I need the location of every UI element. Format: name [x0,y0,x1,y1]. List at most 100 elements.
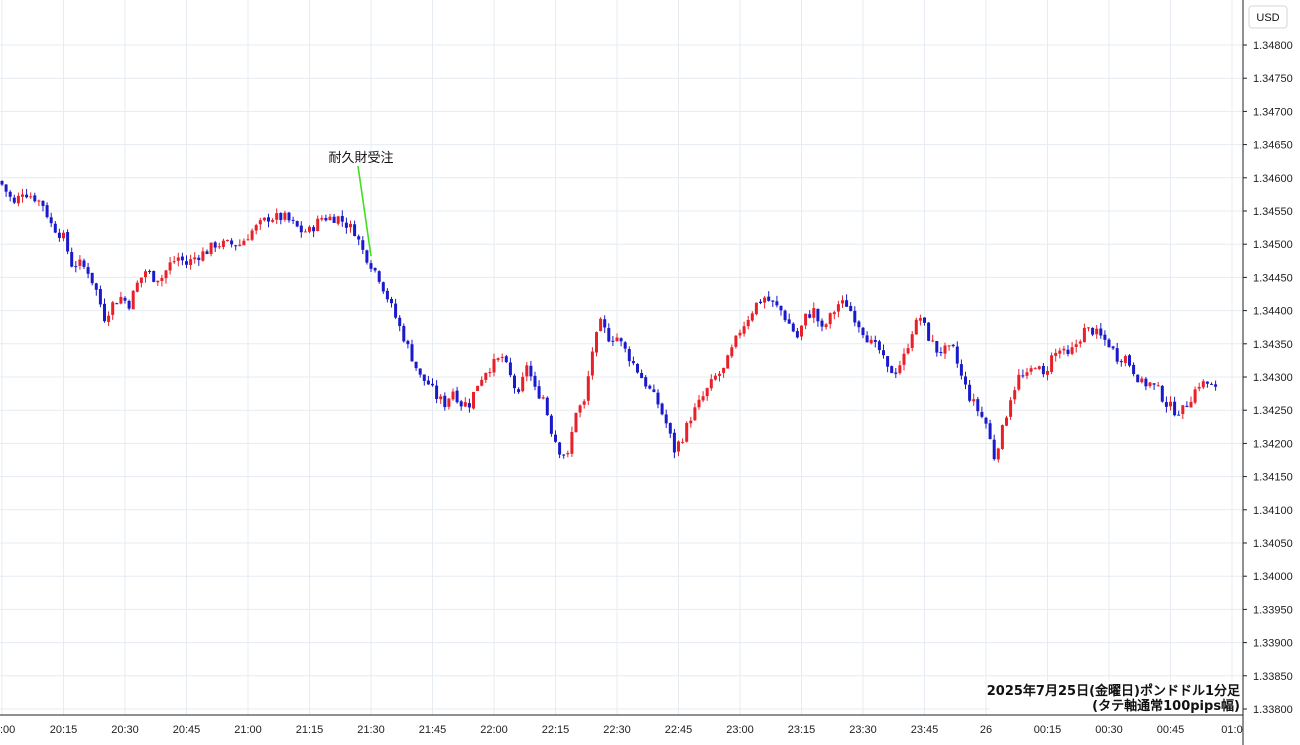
candle [21,188,24,203]
candle [1066,345,1070,357]
annotation-text: 耐久財受注 [328,151,393,166]
y-tick-label: 1.33950 [1253,604,1293,616]
candle [738,329,742,339]
x-tick-label: 21:45 [419,724,447,736]
candle-body [1169,401,1172,407]
candle-body [607,328,611,342]
candle [431,378,434,387]
candle [336,215,340,226]
candle [476,385,480,392]
candle [1148,381,1152,389]
candle-body [595,332,598,353]
candle-body [12,197,16,203]
candle-body [414,361,418,369]
candle [320,215,324,222]
candle-body [672,432,676,453]
candle-body [1214,384,1218,387]
candle [570,426,574,457]
candle-body [164,270,168,279]
y-tick-label: 1.34350 [1253,339,1293,351]
candle [148,269,152,274]
candle [258,217,262,230]
candle [910,331,914,352]
y-tick-label: 1.34600 [1253,173,1293,185]
candle [722,367,726,378]
x-tick-label: 21:15 [296,724,324,736]
candle [541,394,545,400]
candle [877,339,881,354]
candle-body [996,448,1000,460]
candle [1099,323,1103,339]
candle-body [377,271,381,282]
candle [1160,385,1164,403]
candle-body [37,200,41,202]
candle-body [869,339,873,344]
candle [783,309,787,323]
candle-body [1074,344,1078,347]
candle [1087,327,1090,332]
candle [759,299,762,305]
candle-body [402,325,406,342]
candle-body [631,361,635,364]
grid [0,0,1243,715]
candle [131,289,135,310]
candle [1123,354,1127,367]
candle-body [185,261,188,265]
candle-body [738,332,742,336]
candle-body [558,442,562,455]
candle-body [349,223,352,228]
candle [271,218,275,223]
candle-body [931,340,935,342]
candle [816,308,820,327]
candle-body [656,392,660,405]
candle [890,365,894,374]
candle [406,339,410,349]
candle-body [57,232,61,238]
candle-body [496,358,500,360]
candle-body [578,405,582,413]
candle-body [246,239,250,241]
candle [504,354,508,364]
candle-body [267,217,270,222]
x-tick-label: 23:45 [911,724,939,736]
candle-body [467,403,471,408]
candle [902,348,906,371]
candle [349,220,352,233]
x-tick-label: 23:15 [788,724,816,736]
candle-body [599,318,603,332]
candle-body [861,327,865,336]
candle [221,238,225,250]
candle [1119,359,1123,367]
candle-body [1013,390,1017,400]
y-tick-label: 1.34250 [1253,405,1293,417]
candle-body [94,283,98,290]
candle [119,291,123,305]
candle [267,213,270,228]
candle-body [1115,348,1119,362]
candle-body [435,385,439,400]
candle [1201,379,1205,390]
candle-body [447,398,451,407]
candle [554,430,557,443]
candle-body [660,403,664,415]
candle-body [1177,414,1181,416]
candle-body [1087,327,1090,329]
x-tick-label: 00:45 [1157,724,1185,736]
candle [160,274,164,287]
candle-body [390,298,393,304]
currency-button[interactable]: USD [1248,5,1288,29]
candle-body [357,236,361,240]
candle [1005,415,1008,427]
candle [828,312,832,329]
x-tick-label: 22:45 [665,724,693,736]
candle [1115,342,1119,365]
candle-body [1140,378,1144,383]
candle [390,296,393,308]
candle-body [1156,385,1160,387]
candle-body [718,373,721,376]
y-axis-panel[interactable] [1243,0,1300,745]
candle [1132,362,1136,377]
candle-body [525,365,529,377]
candle-body [62,232,65,239]
